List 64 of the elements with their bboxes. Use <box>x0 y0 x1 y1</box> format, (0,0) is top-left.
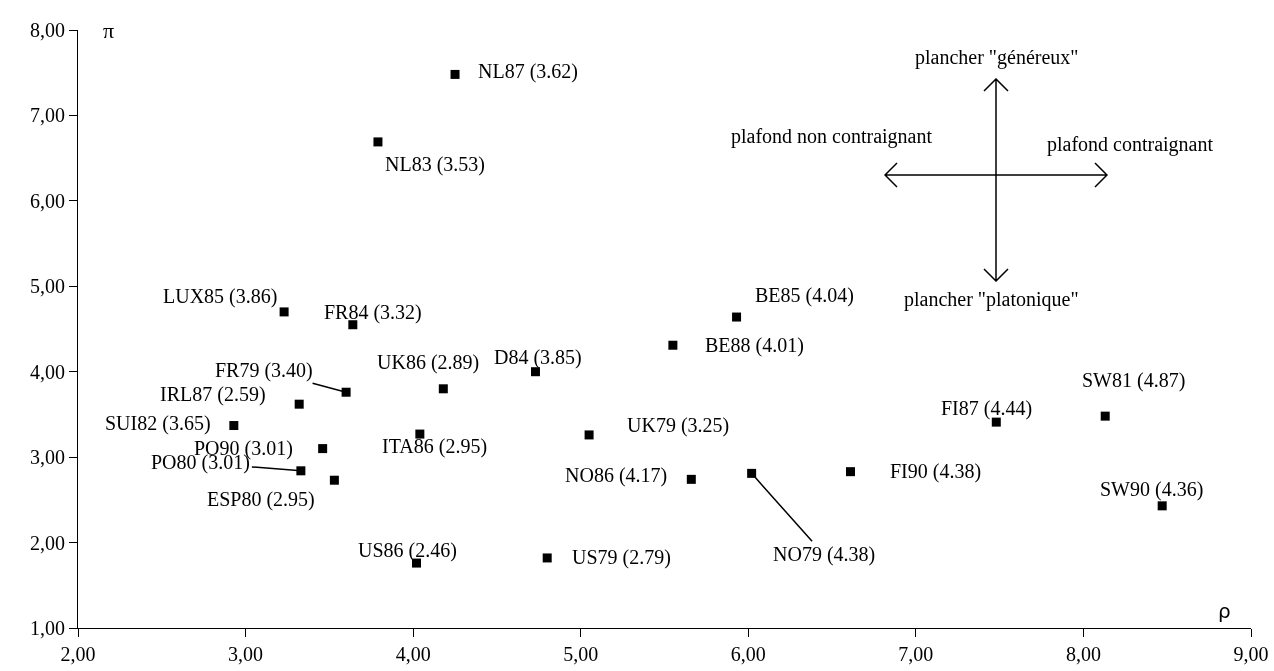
annotation: NL83 (3.53) <box>385 153 485 176</box>
annotation: BE85 (4.04) <box>755 284 854 307</box>
point <box>348 320 358 330</box>
y-axis-title: π <box>103 18 115 43</box>
point <box>279 307 289 317</box>
annotation: US86 (2.46) <box>358 539 457 562</box>
x-tick-label: 2,00 <box>60 643 96 665</box>
y-tick-label: 3,00 <box>30 446 65 469</box>
annotation: plancher "platonique" <box>904 288 1079 311</box>
point <box>686 474 696 484</box>
annotation: US79 (2.79) <box>572 546 671 569</box>
annotation: NL87 (3.62) <box>478 60 578 83</box>
point <box>329 475 339 485</box>
annotation: SW90 (4.36) <box>1100 478 1204 501</box>
annotation: LUX85 (3.86) <box>163 285 278 308</box>
annotation: NO79 (4.38) <box>773 543 876 566</box>
annotation: ESP80 (2.95) <box>207 488 315 511</box>
annotation: UK79 (3.25) <box>627 414 730 437</box>
x-tick-label: 8,00 <box>1065 643 1101 665</box>
y-tick-label: 8,00 <box>30 19 65 41</box>
annotation: plafond contraignant <box>1047 133 1214 156</box>
x-tick-label: 9,00 <box>1233 643 1269 665</box>
annotation: FR84 (3.32) <box>324 301 422 324</box>
annotation: NO86 (4.17) <box>565 464 668 487</box>
annotation: SW81 (4.87) <box>1082 369 1186 392</box>
y-tick-label: 1,00 <box>30 617 65 639</box>
x-tick-label: 6,00 <box>730 643 766 665</box>
annotation: FI90 (4.38) <box>890 460 982 483</box>
annotation: IRL87 (2.59) <box>160 383 266 406</box>
annotation: ITA86 (2.95) <box>382 435 488 458</box>
annotation: D84 (3.85) <box>494 346 582 369</box>
point <box>438 384 448 394</box>
y-tick-label: 6,00 <box>30 189 65 212</box>
point <box>584 430 594 440</box>
annotation: BE88 (4.01) <box>705 334 804 357</box>
annotation: plafond non contraignant <box>731 125 933 148</box>
point <box>318 444 328 454</box>
point <box>542 553 552 563</box>
annotation: FR79 (3.40) <box>215 359 313 382</box>
x-tick-label: 5,00 <box>563 643 599 665</box>
point <box>294 399 304 409</box>
x-tick-label: 3,00 <box>228 643 264 665</box>
y-tick-label: 2,00 <box>30 531 65 554</box>
annotation: FI87 (4.44) <box>941 397 1033 420</box>
point <box>732 312 742 322</box>
x-tick-label: 7,00 <box>898 643 934 665</box>
y-tick-label: 4,00 <box>30 360 65 383</box>
point <box>373 137 383 147</box>
point <box>229 421 239 431</box>
annotation: plancher "généreux" <box>915 46 1079 69</box>
y-tick-label: 5,00 <box>30 275 65 298</box>
point <box>341 387 351 397</box>
point <box>846 467 855 477</box>
annotation: UK86 (2.89) <box>377 351 480 374</box>
point <box>296 466 306 476</box>
point <box>668 340 678 350</box>
point <box>1157 501 1167 511</box>
y-tick-label: 7,00 <box>30 104 65 127</box>
point <box>415 429 425 439</box>
x-axis-title: ρ <box>1218 599 1231 623</box>
x-tick-label: 4,00 <box>395 643 431 665</box>
point <box>450 69 460 79</box>
point <box>1100 411 1110 421</box>
annotation: SUI82 (3.65) <box>105 412 211 435</box>
